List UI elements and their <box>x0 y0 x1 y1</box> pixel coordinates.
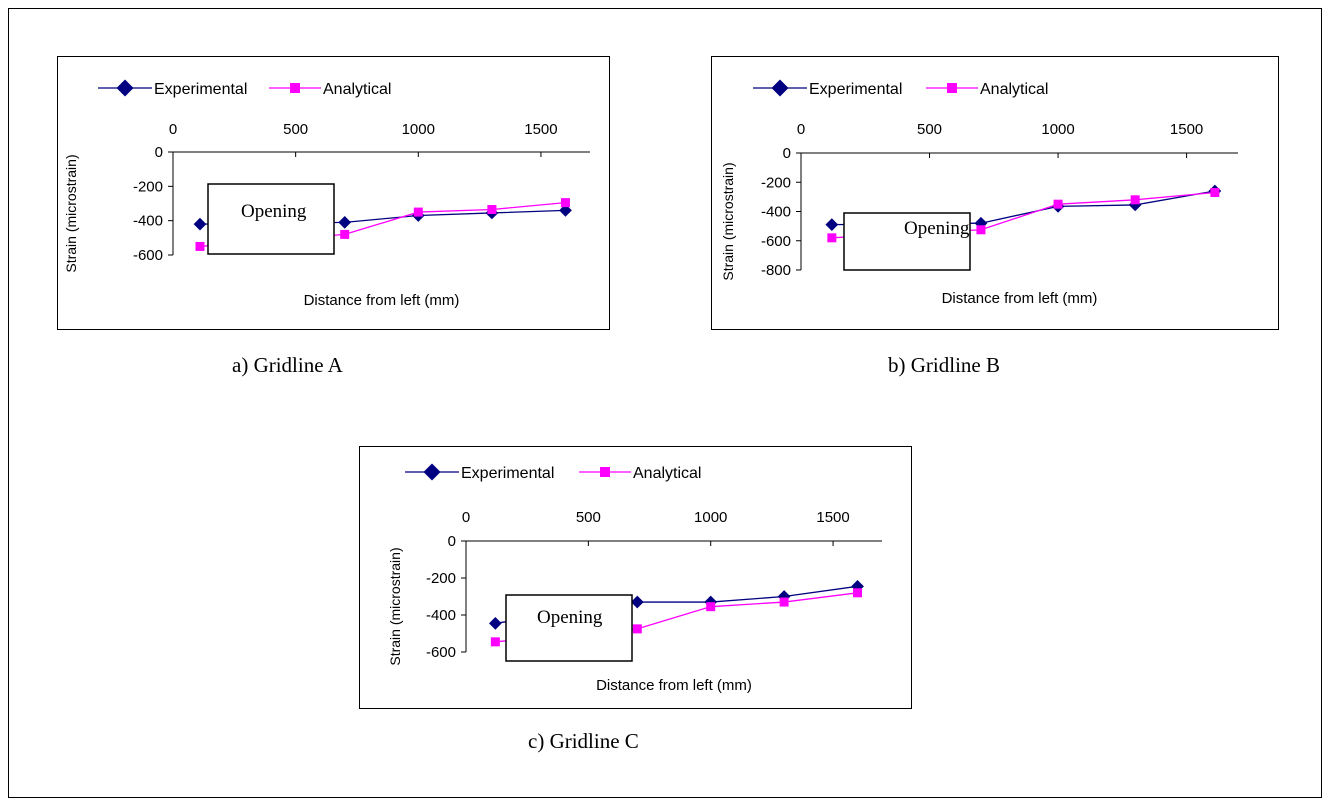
legend: Experimental Analytical <box>405 463 701 482</box>
chart-gridline-a: Experimental Analytical 0 500 1000 1500 0 -200 -… <box>57 56 610 330</box>
x-axis-label: Distance from left (mm) <box>942 290 1098 307</box>
x-tick-label: 1000 <box>694 509 727 526</box>
x-axis-label: Distance from left (mm) <box>596 677 752 694</box>
y-tick-label: 0 <box>155 144 163 161</box>
legend-analytical-label: Analytical <box>323 81 391 98</box>
opening-box <box>843 212 971 271</box>
opening-label: Opening <box>241 201 307 222</box>
y-tick-label: -200 <box>426 570 456 587</box>
y-tick-label: -400 <box>761 204 791 221</box>
series-analytical-point <box>340 229 350 239</box>
series-experimental-point <box>338 216 352 229</box>
y-tick-label: -400 <box>133 213 163 230</box>
series-analytical-point <box>632 624 642 634</box>
series-experimental-point <box>489 616 502 630</box>
series-analytical-point <box>487 205 497 215</box>
y-tick-label: -800 <box>761 262 791 279</box>
x-tick-label: 0 <box>462 509 470 526</box>
chart-gridline-c-svg: Experimental Analytical 0 500 1000 1500 0 -200 -… <box>387 463 882 694</box>
x-tick-label: 1500 <box>524 121 557 138</box>
legend-experimental-label: Experimental <box>154 81 247 98</box>
legend-analytical-marker <box>947 83 957 93</box>
y-tick-label: 0 <box>448 533 456 550</box>
series-analytical-point <box>1130 195 1140 205</box>
legend: Experimental Analytical <box>98 79 391 98</box>
series-analytical-point <box>827 233 837 243</box>
series-experimental-point <box>630 595 644 609</box>
x-tick-label: 1500 <box>816 509 849 526</box>
opening-label: Opening <box>904 218 970 239</box>
x-tick-label: 1000 <box>402 121 435 138</box>
legend: Experimental Analytical <box>753 79 1048 98</box>
opening-box <box>207 183 335 255</box>
series-analytical-point <box>413 207 423 217</box>
y-axis-label: Strain (microstrain) <box>63 154 79 272</box>
chart-gridline-a-svg: Experimental Analytical 0 500 1000 1500 0 -200 -… <box>63 79 590 309</box>
series-analytical-point <box>195 241 205 251</box>
y-tick-label: -600 <box>133 247 163 264</box>
chart-gridline-b-svg: Experimental Analytical 0 500 1000 1500 0 -200 -… <box>720 79 1238 307</box>
caption-gridline-c: c) Gridline C <box>528 729 639 753</box>
legend-experimental-marker <box>116 79 134 97</box>
legend-experimental-marker <box>423 463 441 481</box>
y-tick-label: -600 <box>426 644 456 661</box>
chart-gridline-b: Experimental Analytical 0 500 1000 1500 0 -200 -… <box>711 56 1279 330</box>
series-analytical-point <box>1210 187 1220 197</box>
x-tick-label: 500 <box>576 509 601 526</box>
y-tick-label: -200 <box>133 178 163 195</box>
x-tick-label: 1000 <box>1041 121 1074 138</box>
series-analytical-point <box>853 588 863 598</box>
x-tick-label: 0 <box>797 121 805 138</box>
y-axis-label: Strain (microstrain) <box>720 162 736 280</box>
y-tick-label: -400 <box>426 607 456 624</box>
legend-experimental-marker <box>771 79 789 97</box>
x-tick-label: 0 <box>169 121 177 138</box>
legend-analytical-label: Analytical <box>980 81 1048 98</box>
legend-experimental-label: Experimental <box>461 465 554 482</box>
series-analytical-point <box>779 597 789 607</box>
x-axis-label: Distance from left (mm) <box>304 292 460 309</box>
x-tick-label: 1500 <box>1170 121 1203 138</box>
series-experimental-point <box>825 218 839 232</box>
y-tick-label: -600 <box>761 233 791 250</box>
legend-analytical-marker <box>290 83 300 93</box>
series-analytical-point <box>490 637 500 647</box>
opening-label: Opening <box>537 607 603 628</box>
x-tick-label: 500 <box>283 121 308 138</box>
opening-box <box>505 594 633 662</box>
series-analytical-point <box>1053 199 1063 209</box>
caption-gridline-b: b) Gridline B <box>888 353 1000 377</box>
y-tick-label: 0 <box>783 145 791 162</box>
y-tick-label: -200 <box>761 174 791 191</box>
series-experimental-point <box>193 217 207 231</box>
legend-experimental-label: Experimental <box>809 81 902 98</box>
legend-analytical-marker <box>600 467 610 477</box>
legend-analytical-label: Analytical <box>633 465 701 482</box>
x-tick-label: 500 <box>917 121 942 138</box>
caption-gridline-a: a) Gridline A <box>232 353 343 377</box>
series-analytical-point <box>706 602 716 612</box>
y-axis-label: Strain (microstrain) <box>387 547 403 665</box>
series-analytical-point <box>976 225 986 235</box>
series-analytical-point <box>560 198 570 208</box>
chart-gridline-c: Experimental Analytical 0 500 1000 1500 0 -200 -… <box>359 446 912 709</box>
